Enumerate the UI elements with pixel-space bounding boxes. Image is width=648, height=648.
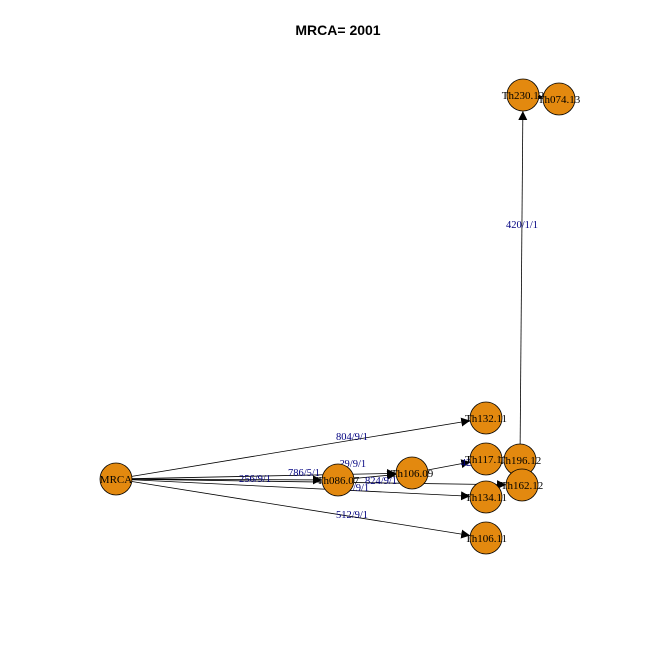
edge-label: 804/9/1 xyxy=(336,432,368,443)
node-circle xyxy=(99,462,133,496)
node-th106b: Th106.11 xyxy=(465,521,507,555)
node-th230: Th230.12 xyxy=(502,78,544,112)
node-th132: Th132.11 xyxy=(465,401,507,435)
node-th074: Th074.13 xyxy=(538,82,581,116)
edge-label: 42 xyxy=(461,458,472,469)
edge-label: 2?/9/1 xyxy=(343,483,369,494)
node-th196: Th196.12 xyxy=(499,443,541,477)
node-circle xyxy=(505,468,539,502)
node-label: Th086.07 xyxy=(317,475,360,487)
edges-layer xyxy=(131,91,544,539)
node-label: Th074.13 xyxy=(538,94,581,106)
edge-label: 824/9/1 xyxy=(365,476,397,487)
node-circle xyxy=(469,401,503,435)
edge-label: 420/1/1 xyxy=(506,220,538,231)
node-label: Th132.11 xyxy=(465,413,507,425)
edge-MRCA-Th106b xyxy=(131,481,471,539)
node-th086: Th086.07 xyxy=(317,463,360,497)
node-label: Th196.12 xyxy=(499,455,541,467)
edge-MRCA-Th132 xyxy=(131,417,471,477)
node-label: Th162.12 xyxy=(501,480,543,492)
node-circle xyxy=(469,521,503,555)
node-circle xyxy=(321,463,355,497)
nodes-layer: MRCA Th086.07 Th106.09 Th132.11 Th117.11Th19… xyxy=(99,78,581,555)
edge-MRCA-Th086 xyxy=(131,475,323,485)
node-th134: Th134.11 xyxy=(465,480,507,514)
node-label: MRCA xyxy=(100,474,132,486)
diagram-title: MRCA= 2001 xyxy=(295,22,380,38)
node-circle xyxy=(395,456,429,490)
edge-Th196-Th230 xyxy=(518,110,528,445)
edge-Th086-Th106a xyxy=(353,470,397,480)
node-mrca: MRCA xyxy=(99,462,133,496)
edge-label: ?9/9/1 xyxy=(340,459,366,470)
edge-labels-layer: 804/9/1 256/9/1 786/5/1 512/9/1 2?/9/1824/9/… xyxy=(239,220,538,521)
node-th162: Th162.12 xyxy=(501,468,543,502)
node-label: Th117.11 xyxy=(465,454,507,466)
node-th106a: Th106.09 xyxy=(391,456,434,490)
node-th117: Th117.11 xyxy=(465,442,507,476)
edge-label: 786/5/1 xyxy=(288,468,320,479)
node-label: Th230.12 xyxy=(502,90,544,102)
edge-label: 512/9/1 xyxy=(336,510,368,521)
node-label: Th134.11 xyxy=(465,492,507,504)
node-label: Th106.09 xyxy=(391,468,434,480)
edge-Th106a-Th117 xyxy=(427,459,471,471)
node-label: Th106.11 xyxy=(465,533,507,545)
edge-MRCA-Th162 xyxy=(131,478,507,490)
node-circle xyxy=(469,480,503,514)
node-circle xyxy=(469,442,503,476)
edge-MRCA-Th134 xyxy=(131,479,471,501)
node-circle xyxy=(542,82,576,116)
node-circle xyxy=(506,78,540,112)
edge-label: 256/9/1 xyxy=(239,474,271,485)
